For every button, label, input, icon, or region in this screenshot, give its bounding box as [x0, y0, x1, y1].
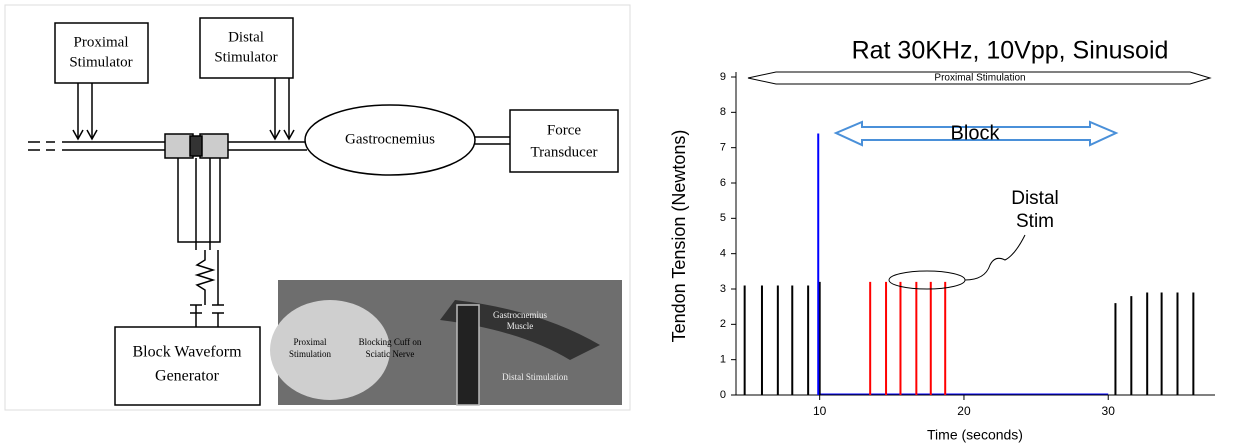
label: Block Waveform [132, 344, 242, 361]
photo-label: Stimulation [289, 349, 332, 359]
photo-label: Proximal [294, 337, 327, 347]
photo-label: Blocking Cuff on [359, 337, 422, 347]
generator-box [115, 327, 260, 405]
y-tick-label: 9 [720, 71, 726, 83]
label: Stimulator [214, 49, 277, 65]
y-tick-label: 6 [720, 177, 726, 189]
annotation: Proximal Stimulation [934, 73, 1025, 84]
y-tick-label: 7 [720, 142, 726, 154]
x-tick-label: 20 [957, 404, 971, 418]
y-tick-label: 8 [720, 106, 726, 118]
stim-wires [78, 78, 289, 138]
y-tick-label: 4 [720, 248, 726, 260]
label: Transducer [531, 144, 598, 160]
annotation: Stim [1016, 211, 1054, 232]
annotation: Distal [1011, 188, 1059, 209]
y-tick-label: 1 [720, 354, 726, 366]
x-axis-label: Time (seconds) [927, 427, 1023, 443]
photo-label: Distal Stimulation [502, 372, 568, 382]
cuff-center [190, 136, 202, 156]
photo-label: Gastrocnemius [493, 310, 547, 320]
label: Gastrocnemius [345, 131, 435, 147]
photo-label: Muscle [507, 321, 534, 331]
y-tick-label: 3 [720, 283, 726, 295]
chart-title: Rat 30KHz, 10Vpp, Sinusoid [852, 37, 1169, 65]
proximal-box [55, 23, 148, 83]
cuff [200, 134, 228, 158]
photo-electrode [457, 305, 479, 405]
cuff [165, 134, 193, 158]
label: Stimulator [69, 54, 132, 70]
distal-box [200, 18, 293, 78]
transducer-box [510, 110, 618, 172]
chart: Rat 30KHz, 10Vpp, Sinusoid Time (seconds)… [669, 37, 1215, 443]
y-axis-label: Tendon Tension (Newtons) [669, 130, 689, 343]
tendon [475, 137, 510, 144]
y-tick-label: 2 [720, 318, 726, 330]
label: Force [547, 122, 581, 138]
label: Generator [155, 368, 220, 385]
distal-pointer [965, 235, 1025, 280]
label: Distal [228, 29, 264, 45]
annotation: Block [951, 122, 1001, 144]
y-tick-label: 0 [720, 389, 726, 401]
label: Proximal [74, 34, 129, 50]
x-tick-label: 30 [1102, 404, 1116, 418]
photo-label: Sciatic Nerve [366, 349, 415, 359]
block-wires [178, 158, 224, 327]
figure: Proximal Stimulator Distal Stimulator Ga… [0, 0, 1242, 445]
distal-ellipse [889, 271, 965, 289]
x-tick-label: 10 [813, 404, 827, 418]
y-tick-label: 5 [720, 212, 726, 224]
